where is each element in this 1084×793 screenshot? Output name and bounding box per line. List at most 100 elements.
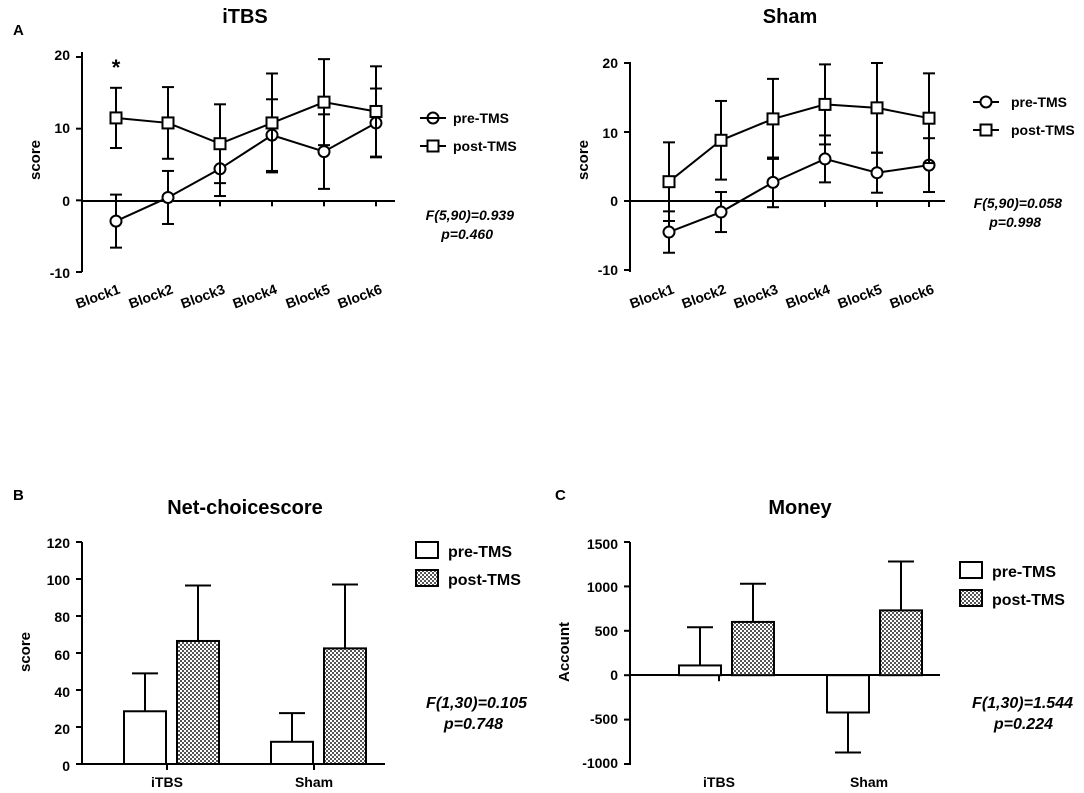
- net-xtick-label: Sham: [295, 774, 333, 790]
- itbs-legend-pre-label: pre-TMS: [453, 110, 509, 126]
- money-ytick-label: 1000: [587, 579, 618, 595]
- itbs-title: iTBS: [222, 6, 268, 28]
- sham-xtick-label: Block5: [835, 281, 884, 312]
- money-legend-post-swatch: [959, 589, 983, 607]
- sham-y-axis-label: score: [575, 140, 592, 180]
- itbs-ytick-label: 20: [54, 47, 70, 63]
- itbs-stat-f: F(5,90)=0.939: [426, 207, 515, 223]
- itbs-post-tms-point: [265, 116, 279, 130]
- sham-xtick-label: Block6: [887, 281, 936, 312]
- money-title: Money: [768, 497, 832, 519]
- money-ytick-label: 500: [595, 623, 619, 639]
- money-stat-p: p=0.224: [993, 716, 1053, 733]
- money-bar-chart: Money Account 1500 1000 500 0 -500 -1000…: [556, 497, 1073, 790]
- panel-c-label: C: [555, 487, 566, 504]
- net-stat-p: p=0.748: [443, 716, 503, 733]
- sham-pre-tms-line: [668, 157, 930, 233]
- sham-xtick-label: Block1: [627, 281, 676, 312]
- itbs-xtick-label: Block5: [283, 281, 332, 312]
- itbs-xtick-label: Block3: [178, 281, 227, 312]
- net-choicescore-bar-chart: Net-choicescore score 120 100 80 60 40 2…: [17, 497, 528, 790]
- itbs-post-tms-point: [317, 95, 331, 109]
- net-legend-pre-label: pre-TMS: [448, 544, 512, 561]
- net-ytick-label: 120: [47, 535, 71, 551]
- sham-post-tms-line: [668, 103, 930, 183]
- sham-legend-pre-label: pre-TMS: [1011, 94, 1067, 110]
- itbs-significance-star: *: [112, 55, 121, 80]
- itbs-ytick-label: 0: [62, 193, 70, 209]
- itbs-legend-post-marker: [426, 139, 440, 153]
- money-legend-post-label: post-TMS: [992, 592, 1065, 609]
- itbs-post-tms-point: [369, 104, 383, 118]
- itbs-ytick-label: -10: [50, 265, 70, 281]
- net-xtick-label: iTBS: [151, 774, 183, 790]
- sham-ytick-label: 10: [602, 125, 618, 141]
- money-xtick-label: iTBS: [703, 774, 735, 790]
- itbs-post-tms-point: [109, 111, 123, 125]
- itbs-post-tms-point: [161, 116, 175, 130]
- money-pre-tms-bar: [678, 664, 722, 677]
- money-stat-f: F(1,30)=1.544: [972, 695, 1073, 712]
- net-ytick-label: 0: [62, 758, 70, 774]
- sham-xtick-label: Block3: [731, 281, 780, 312]
- net-ytick-label: 40: [54, 684, 70, 700]
- sham-line-chart: Sham score 20 10 0 -10 Block1 Block2 Blo…: [575, 6, 1075, 312]
- net-ytick-label: 80: [54, 609, 70, 625]
- sham-xtick-label: Block4: [783, 281, 832, 312]
- net-post-tms-bar: [323, 647, 367, 765]
- itbs-xtick-label: Block6: [335, 281, 384, 312]
- sham-pre-tms-point: [870, 166, 884, 180]
- net-legend-post-label: post-TMS: [448, 572, 521, 589]
- itbs-pre-tms-point: [317, 145, 331, 159]
- sham-legend-pre-marker: [979, 95, 993, 109]
- panel-b-label: B: [13, 487, 24, 504]
- itbs-xtick-label: Block1: [73, 281, 122, 312]
- net-legend-pre-swatch: [415, 541, 439, 559]
- sham-post-tms-point: [870, 101, 884, 115]
- net-pre-tms-bar: [270, 740, 314, 765]
- panel-a-label: A: [13, 22, 24, 39]
- sham-stat-f: F(5,90)=0.058: [974, 195, 1063, 211]
- sham-pre-tms-point: [662, 225, 676, 239]
- net-stat-f: F(1,30)=0.105: [426, 695, 528, 712]
- net-post-tms-bar: [176, 639, 220, 765]
- itbs-ytick-label: 10: [54, 120, 70, 136]
- itbs-stat-p: p=0.460: [440, 226, 493, 242]
- itbs-line-chart: iTBS score 20 10 0 -10 Block1 Block2 Blo…: [27, 6, 517, 312]
- sham-post-tms-point: [818, 97, 832, 111]
- net-title: Net-choicescore: [167, 497, 323, 519]
- net-pre-tms-bar: [123, 710, 167, 766]
- sham-xtick-label: Block2: [679, 281, 728, 312]
- sham-ytick-label: 20: [602, 55, 618, 71]
- money-post-tms-bar: [731, 620, 775, 677]
- itbs-pre-tms-line: [115, 122, 377, 223]
- net-ytick-label: 60: [54, 647, 70, 663]
- money-legend-pre-label: pre-TMS: [992, 564, 1056, 581]
- sham-post-tms-point: [662, 175, 676, 189]
- sham-post-tms-point: [714, 133, 728, 147]
- money-xtick-label: Sham: [850, 774, 888, 790]
- net-ytick-label: 20: [54, 721, 70, 737]
- sham-ytick-label: -10: [598, 262, 618, 278]
- itbs-y-axis-label: score: [27, 140, 44, 180]
- sham-pre-tms-point: [714, 205, 728, 219]
- money-ytick-label: -500: [590, 711, 618, 727]
- itbs-xtick-label: Block2: [126, 281, 175, 312]
- money-ytick-label: 0: [610, 667, 618, 683]
- itbs-post-tms-line: [115, 101, 377, 145]
- money-ytick-label: -1000: [582, 755, 618, 771]
- sham-stat-p: p=0.998: [988, 214, 1041, 230]
- sham-post-tms-point: [922, 111, 936, 125]
- sham-pre-tms-point: [818, 152, 832, 166]
- sham-post-tms-point: [766, 112, 780, 126]
- money-pre-tms-bar: [826, 674, 870, 714]
- sham-ytick-label: 0: [610, 193, 618, 209]
- sham-legend-post-label: post-TMS: [1011, 122, 1075, 138]
- sham-title: Sham: [763, 6, 817, 28]
- itbs-legend-post-label: post-TMS: [453, 138, 517, 154]
- itbs-post-tms-point: [213, 137, 227, 151]
- itbs-xtick-label: Block4: [230, 281, 279, 312]
- money-y-axis-label: Account: [556, 622, 573, 682]
- itbs-pre-tms-point: [109, 214, 123, 228]
